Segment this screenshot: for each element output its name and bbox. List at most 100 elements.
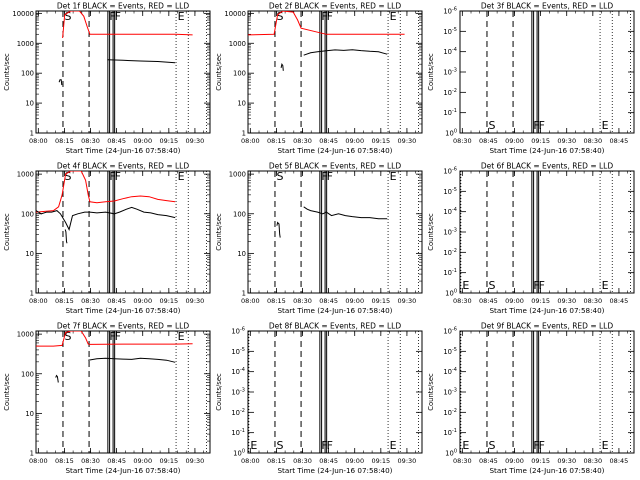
x-axis-label: Start Time (24-Jun-16 07:58:40) (65, 466, 180, 475)
x-tick-label: 09:00 (133, 137, 152, 145)
plot-frame (35, 10, 211, 134)
y-tick-label: 100 (445, 129, 457, 138)
marker-label: E (602, 439, 609, 452)
x-tick-label: 09:30 (398, 137, 417, 145)
panel-title: Det 5f BLACK = Events, RED = LLD (269, 162, 402, 171)
y-tick-label: 100 (233, 70, 246, 78)
panel-det6f: Det 6f BLACK = Events, RED = LLD Counts/s… (427, 162, 635, 315)
events-series-line (303, 206, 388, 220)
x-tick-label: 09:30 (186, 137, 205, 145)
panel-det2f: Det 2f BLACK = Events, RED = LLD Counts/s… (215, 2, 423, 155)
x-tick-label: 08:00 (241, 297, 260, 305)
plot-frame (35, 170, 211, 294)
events-series-line (107, 59, 176, 64)
y-tick-label: 1 (30, 450, 34, 458)
marker-label: E (602, 119, 609, 132)
y-tick-label: 10000 (224, 10, 246, 18)
x-tick-label: 08:30 (81, 297, 100, 305)
x-tick-label: 09:30 (557, 297, 576, 305)
x-tick-label: 08:15 (267, 137, 286, 145)
y-tick-label: 100 (445, 289, 457, 298)
y-tick-label: 1000 (229, 171, 246, 179)
y-tick-label: 10-5 (443, 27, 457, 36)
y-tick-label: 1000 (17, 171, 34, 179)
y-tick-label: 10-1 (443, 108, 457, 117)
y-tick-label: 10-2 (443, 248, 457, 257)
marker-label: F (321, 439, 327, 452)
panel-title: Det 2f BLACK = Events, RED = LLD (269, 2, 402, 11)
x-tick-label: 08:15 (267, 297, 286, 305)
panel-det7f: Det 7f BLACK = Events, RED = LLD Counts/s… (3, 322, 211, 475)
y-axis-label: Counts/sec (427, 53, 435, 91)
marker-label: F (327, 10, 333, 23)
marker-label: F (539, 439, 545, 452)
x-tick-label: 08:30 (453, 137, 472, 145)
x-axis-label: Start Time (24-Jun-16 07:58:40) (277, 306, 392, 315)
lld-series-line (248, 11, 405, 36)
x-tick-label: 08:15 (55, 297, 74, 305)
x-tick-label: 09:00 (133, 457, 152, 465)
panel-title: Det 7f BLACK = Events, RED = LLD (57, 322, 190, 331)
x-axis-label: Start Time (24-Jun-16 07:58:40) (489, 466, 604, 475)
marker-label: E (462, 279, 469, 292)
panel-det8f: Det 8f BLACK = Events, RED = LLD Counts/s… (215, 322, 423, 475)
y-axis-label: Counts/sec (3, 213, 11, 251)
x-tick-label: 09:00 (505, 457, 524, 465)
x-tick-label: 08:30 (583, 137, 602, 145)
x-tick-label: 08:15 (267, 457, 286, 465)
x-tick-label: 08:15 (55, 137, 74, 145)
marker-label: E (462, 439, 469, 452)
panel-title: Det 8f BLACK = Events, RED = LLD (269, 322, 402, 331)
lld-series-line (36, 331, 193, 347)
y-tick-label: 10-1 (443, 268, 457, 277)
events-series-line (64, 229, 68, 244)
x-tick-label: 09:30 (398, 297, 417, 305)
x-tick-label: 08:15 (55, 457, 74, 465)
x-tick-label: 08:30 (293, 137, 312, 145)
panel-title: Det 9f BLACK = Events, RED = LLD (481, 322, 614, 331)
y-tick-label: 1 (30, 290, 34, 298)
marker-label: S (276, 170, 283, 183)
x-tick-label: 09:15 (531, 137, 550, 145)
marker-label: S (64, 330, 71, 343)
panel-det3f: Det 3f BLACK = Events, RED = LLD Counts/s… (427, 2, 635, 155)
marker-label: S (276, 10, 283, 23)
marker-label: F (115, 10, 121, 23)
plot-frame (459, 170, 635, 294)
panel-title: Det 6f BLACK = Events, RED = LLD (481, 162, 614, 171)
panel-title: Det 4f BLACK = Events, RED = LLD (57, 162, 190, 171)
y-tick-label: 10-1 (443, 428, 457, 437)
x-axis-label: Start Time (24-Jun-16 07:58:40) (489, 306, 604, 315)
y-tick-label: 10-4 (231, 367, 245, 376)
x-tick-label: 09:00 (345, 297, 364, 305)
x-tick-label: 08:45 (610, 137, 629, 145)
marker-label: E (602, 279, 609, 292)
marker-label: E (178, 330, 185, 343)
y-tick-label: 10-5 (231, 347, 245, 356)
y-tick-label: 10-6 (231, 327, 245, 336)
x-tick-label: 09:15 (531, 457, 550, 465)
plot-frame (247, 10, 423, 134)
plot-frame (247, 330, 423, 454)
x-tick-label: 09:30 (557, 457, 576, 465)
plot-frame (459, 330, 635, 454)
x-tick-label: 08:30 (293, 457, 312, 465)
marker-label: F (115, 330, 121, 343)
y-tick-label: 10000 (12, 10, 34, 18)
x-tick-label: 09:15 (159, 137, 178, 145)
x-tick-label: 09:15 (531, 297, 550, 305)
marker-label: E (178, 10, 185, 23)
x-tick-label: 08:45 (107, 137, 126, 145)
plot-frame (247, 170, 423, 294)
x-tick-label: 08:00 (29, 297, 48, 305)
x-tick-label: 09:30 (186, 297, 205, 305)
x-tick-label: 08:30 (81, 457, 100, 465)
x-tick-label: 08:30 (293, 297, 312, 305)
y-tick-label: 10-2 (443, 408, 457, 417)
panel-det9f: Det 9f BLACK = Events, RED = LLD Counts/s… (427, 322, 635, 475)
y-tick-label: 10-3 (443, 228, 457, 237)
x-tick-label: 09:00 (133, 297, 152, 305)
marker-label: F (327, 170, 333, 183)
marker-label: F (533, 119, 539, 132)
y-tick-label: 100 (445, 449, 457, 458)
